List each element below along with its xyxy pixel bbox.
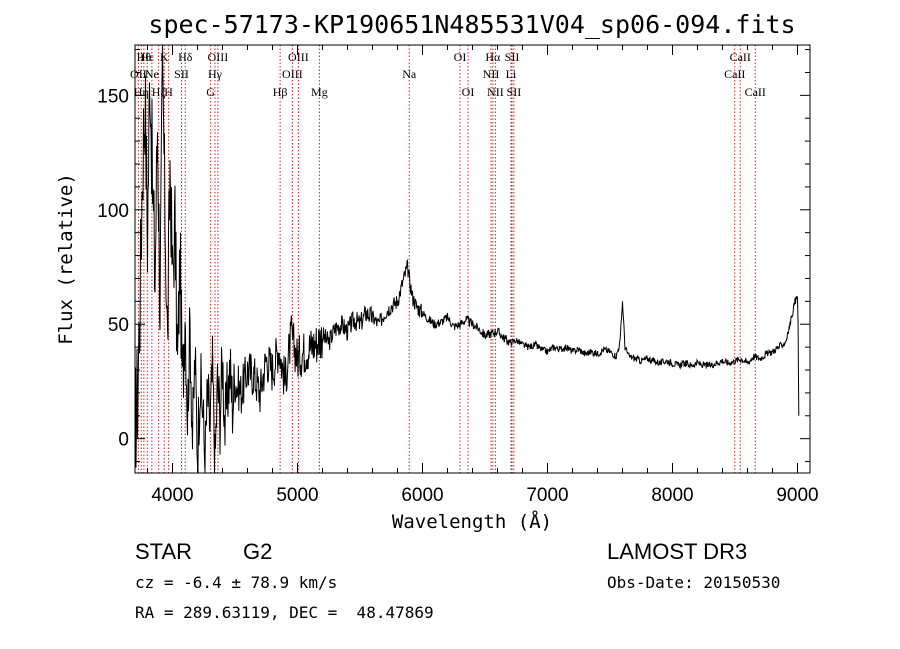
line-id-labels: OIIHηHθHεNeHζKHHδSIIGOIIIHγHβOIIIOIIIMgN… (130, 50, 766, 99)
y-axis-label: Flux (relative) (55, 173, 77, 345)
survey-name: LAMOST DR3 (607, 539, 748, 564)
line-id-label: Hε (140, 50, 154, 64)
line-id-label: OI (454, 50, 467, 64)
line-id-label: Li (506, 67, 517, 81)
line-id-label: SII (174, 67, 189, 81)
line-id-label: Mg (311, 85, 328, 99)
line-id-label: CaII (730, 50, 751, 64)
object-class: STAR (135, 539, 193, 564)
line-id-label: SII (505, 50, 520, 64)
redshift-readout: cz = -6.4 ± 78.9 km/s (135, 573, 338, 592)
line-id-label: Ne (145, 67, 159, 81)
obs-date: Obs-Date: 20150530 (607, 573, 781, 592)
line-id-label: Hδ (178, 50, 193, 64)
x-tick-label: 4000 (151, 485, 193, 506)
line-id-label: OI (462, 85, 475, 99)
line-id-label: OIII (288, 50, 309, 64)
x-tick-label: 8000 (651, 485, 693, 506)
coordinates: RA = 289.63119, DEC = 48.47869 (135, 603, 434, 622)
object-subclass: G2 (243, 539, 273, 564)
line-id-label: NII (487, 85, 504, 99)
y-tick-label: 100 (97, 201, 129, 222)
line-id-label: Hα (485, 50, 501, 64)
x-axis-ticks: 4000 5000 6000 7000 8000 9000 (147, 45, 819, 506)
line-id-label: OIII (282, 67, 303, 81)
line-id-label: NII (483, 67, 500, 81)
y-tick-label: 0 (118, 430, 129, 451)
x-tick-label: 7000 (526, 485, 568, 506)
chart-title: spec-57173-KP190651N485531V04_sp06-094.f… (148, 10, 795, 39)
x-tick-label: 5000 (276, 485, 318, 506)
line-id-label: SII (507, 85, 522, 99)
line-id-markers (137, 45, 756, 473)
line-id-label: G (206, 85, 215, 99)
line-id-label: Hθ (137, 50, 152, 64)
x-tick-label: 9000 (776, 485, 818, 506)
y-tick-label: 150 (97, 86, 129, 107)
line-id-label: Hβ (273, 85, 288, 99)
line-id-label: OII (130, 67, 147, 81)
line-id-label: H (164, 85, 173, 99)
x-axis-label: Wavelength (Å) (392, 510, 552, 533)
line-id-label: Hη (134, 85, 149, 99)
y-tick-label: 50 (108, 315, 129, 336)
line-id-label: CaII (724, 67, 745, 81)
line-id-label: K (160, 50, 169, 64)
line-id-label: Hγ (208, 67, 223, 81)
line-id-label: Na (402, 67, 417, 81)
line-id-label: CaII (745, 85, 766, 99)
plot-frame (134, 44, 811, 474)
line-id-label: OIII (208, 50, 229, 64)
x-tick-label: 6000 (401, 485, 443, 506)
y-axis-ticks: 0 50 100 150 (97, 49, 810, 463)
flux-series-line (134, 44, 800, 474)
